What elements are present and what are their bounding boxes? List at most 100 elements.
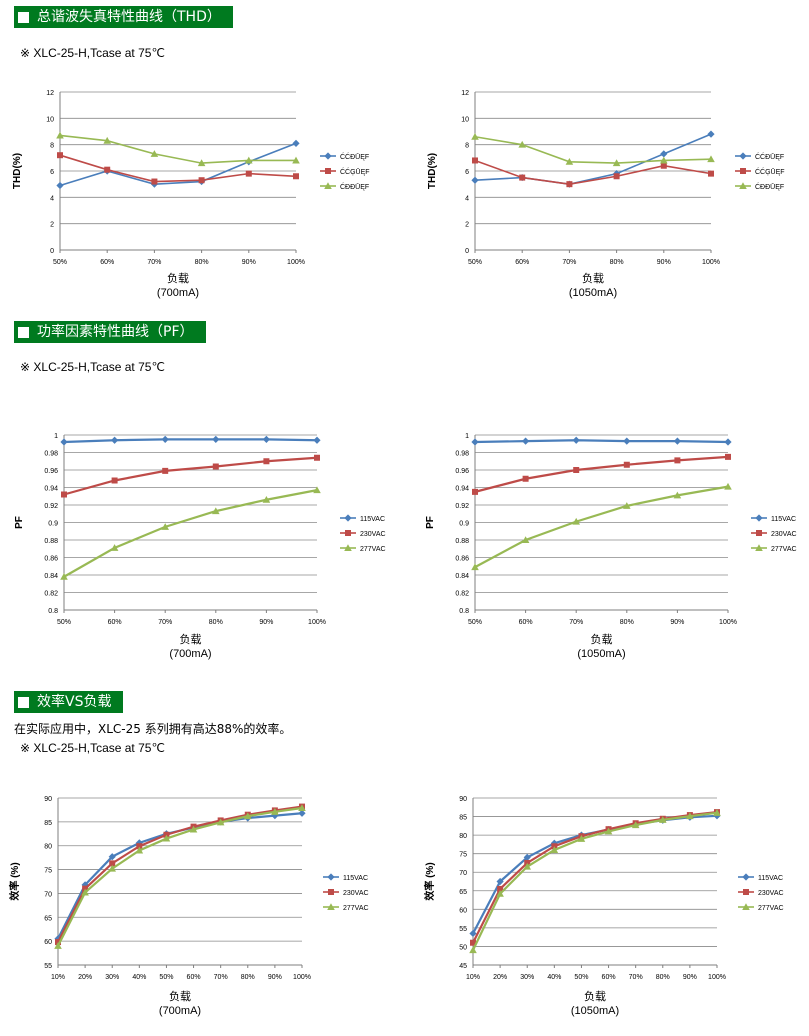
data-point-triangle (550, 846, 559, 853)
data-point-diamond (724, 438, 732, 446)
x-tick-label: 100% (308, 619, 326, 626)
x-tick-label: 70% (569, 619, 583, 626)
y-axis-label: 效率 (%) (423, 862, 436, 900)
series-line (59, 142, 297, 187)
legend-label: 277VAC (771, 546, 797, 553)
x-tick-label: 70% (629, 974, 643, 981)
y-tick-label: 90 (44, 796, 52, 803)
x-tick-label: 50% (57, 619, 71, 626)
x-axis-sublabel: (1050mA) (569, 287, 617, 299)
series-line (472, 811, 718, 951)
section-title: 效率VS负载 (37, 694, 112, 710)
series-line (474, 485, 729, 569)
y-tick-label: 85 (459, 815, 467, 822)
y-tick-label: 1 (54, 433, 58, 440)
x-tick-label: 50% (159, 974, 173, 981)
y-tick-label: 1 (465, 433, 469, 440)
data-point-square (519, 174, 526, 181)
y-tick-label: 12 (46, 90, 54, 97)
data-point-square (573, 467, 580, 473)
data-point-triangle (324, 182, 332, 189)
data-point-triangle (713, 809, 721, 816)
y-tick-label: 4 (50, 195, 54, 202)
data-point-triangle (471, 132, 479, 140)
y-tick-label: 65 (459, 889, 467, 896)
efficiency-intro: 在实际应用中，XLC-25 系列拥有高达88%的效率。 (14, 722, 292, 736)
y-tick-label: 0.86 (44, 556, 58, 563)
data-point-square (740, 168, 746, 174)
series-line (57, 805, 303, 943)
y-tick-label: 0.82 (455, 591, 469, 598)
data-point-square (314, 454, 320, 461)
x-tick-label: 50% (574, 974, 588, 981)
x-tick-label: 30% (520, 974, 534, 981)
section-header-thd: 总谐波失真特性曲线（THD） (14, 6, 233, 28)
data-point-diamond (469, 929, 477, 938)
data-point-square (708, 170, 714, 177)
x-tick-label: 30% (105, 974, 119, 981)
x-axis-label: 负载 (169, 989, 191, 1003)
x-axis-sublabel: (700mA) (169, 648, 211, 660)
condition-note: ※ XLC-25-H,Tcase at 75℃ (20, 360, 165, 374)
y-tick-label: 0.9 (48, 521, 58, 528)
y-tick-label: 60 (44, 939, 52, 946)
x-tick-label: 90% (683, 974, 697, 981)
data-point-triangle (686, 812, 694, 820)
data-point-triangle (523, 862, 532, 870)
x-axis-sublabel: (700mA) (157, 287, 199, 299)
y-axis-label: THD(%) (12, 153, 23, 189)
data-point-triangle (212, 507, 220, 515)
section-title: 功率因素特性曲线（PF） (37, 324, 194, 340)
data-point-triangle (707, 155, 715, 163)
x-tick-label: 50% (468, 619, 482, 626)
section-header-pf: 功率因素特性曲线（PF） (14, 321, 206, 343)
y-tick-label: 90 (459, 796, 467, 803)
series-line (474, 439, 729, 444)
data-point-triangle (262, 495, 271, 503)
data-point-square (82, 885, 89, 892)
data-point-triangle (572, 517, 580, 525)
series-line (59, 154, 297, 183)
data-point-triangle (103, 136, 111, 144)
x-axis-label: 负载 (591, 632, 613, 646)
data-point-diamond (572, 436, 580, 444)
y-tick-label: 0 (465, 248, 469, 255)
y-tick-label: 80 (44, 844, 52, 851)
data-point-diamond (298, 809, 306, 817)
y-tick-label: 45 (459, 963, 467, 970)
data-point-triangle (344, 544, 352, 551)
data-point-diamond (660, 150, 668, 158)
data-point-diamond (327, 873, 335, 881)
data-point-square (472, 488, 478, 495)
y-tick-label: 0.88 (44, 538, 58, 545)
x-axis-sublabel: (1050mA) (571, 1005, 619, 1017)
y-axis-label: 效率 (%) (8, 862, 21, 900)
y-tick-label: 10 (461, 116, 469, 123)
data-point-square (61, 491, 67, 498)
data-point-triangle (313, 486, 321, 494)
y-tick-label: 0.98 (44, 451, 58, 458)
x-axis-sublabel: (700mA) (159, 1005, 201, 1017)
data-point-diamond (522, 437, 530, 445)
y-tick-label: 75 (459, 852, 467, 859)
legend-label: 115VAC (360, 516, 385, 523)
y-tick-label: 0.8 (48, 608, 58, 615)
x-tick-label: 80% (620, 619, 634, 626)
x-axis-label: 负载 (582, 271, 604, 285)
y-tick-label: 6 (465, 169, 469, 176)
data-point-square (725, 453, 731, 460)
data-point-diamond (161, 435, 169, 443)
x-tick-label: 80% (195, 259, 209, 266)
x-tick-label: 80% (209, 619, 223, 626)
x-tick-label: 70% (147, 259, 161, 266)
data-point-square (613, 173, 620, 180)
y-tick-label: 12 (461, 90, 469, 97)
data-point-square (55, 939, 61, 946)
section-header-efficiency: 效率VS负载 (14, 691, 124, 713)
y-tick-label: 0.96 (44, 468, 58, 475)
data-point-triangle (623, 502, 631, 509)
series-line (474, 133, 712, 185)
data-point-square (756, 530, 762, 536)
series-line (472, 811, 718, 944)
data-point-triangle (658, 816, 667, 823)
